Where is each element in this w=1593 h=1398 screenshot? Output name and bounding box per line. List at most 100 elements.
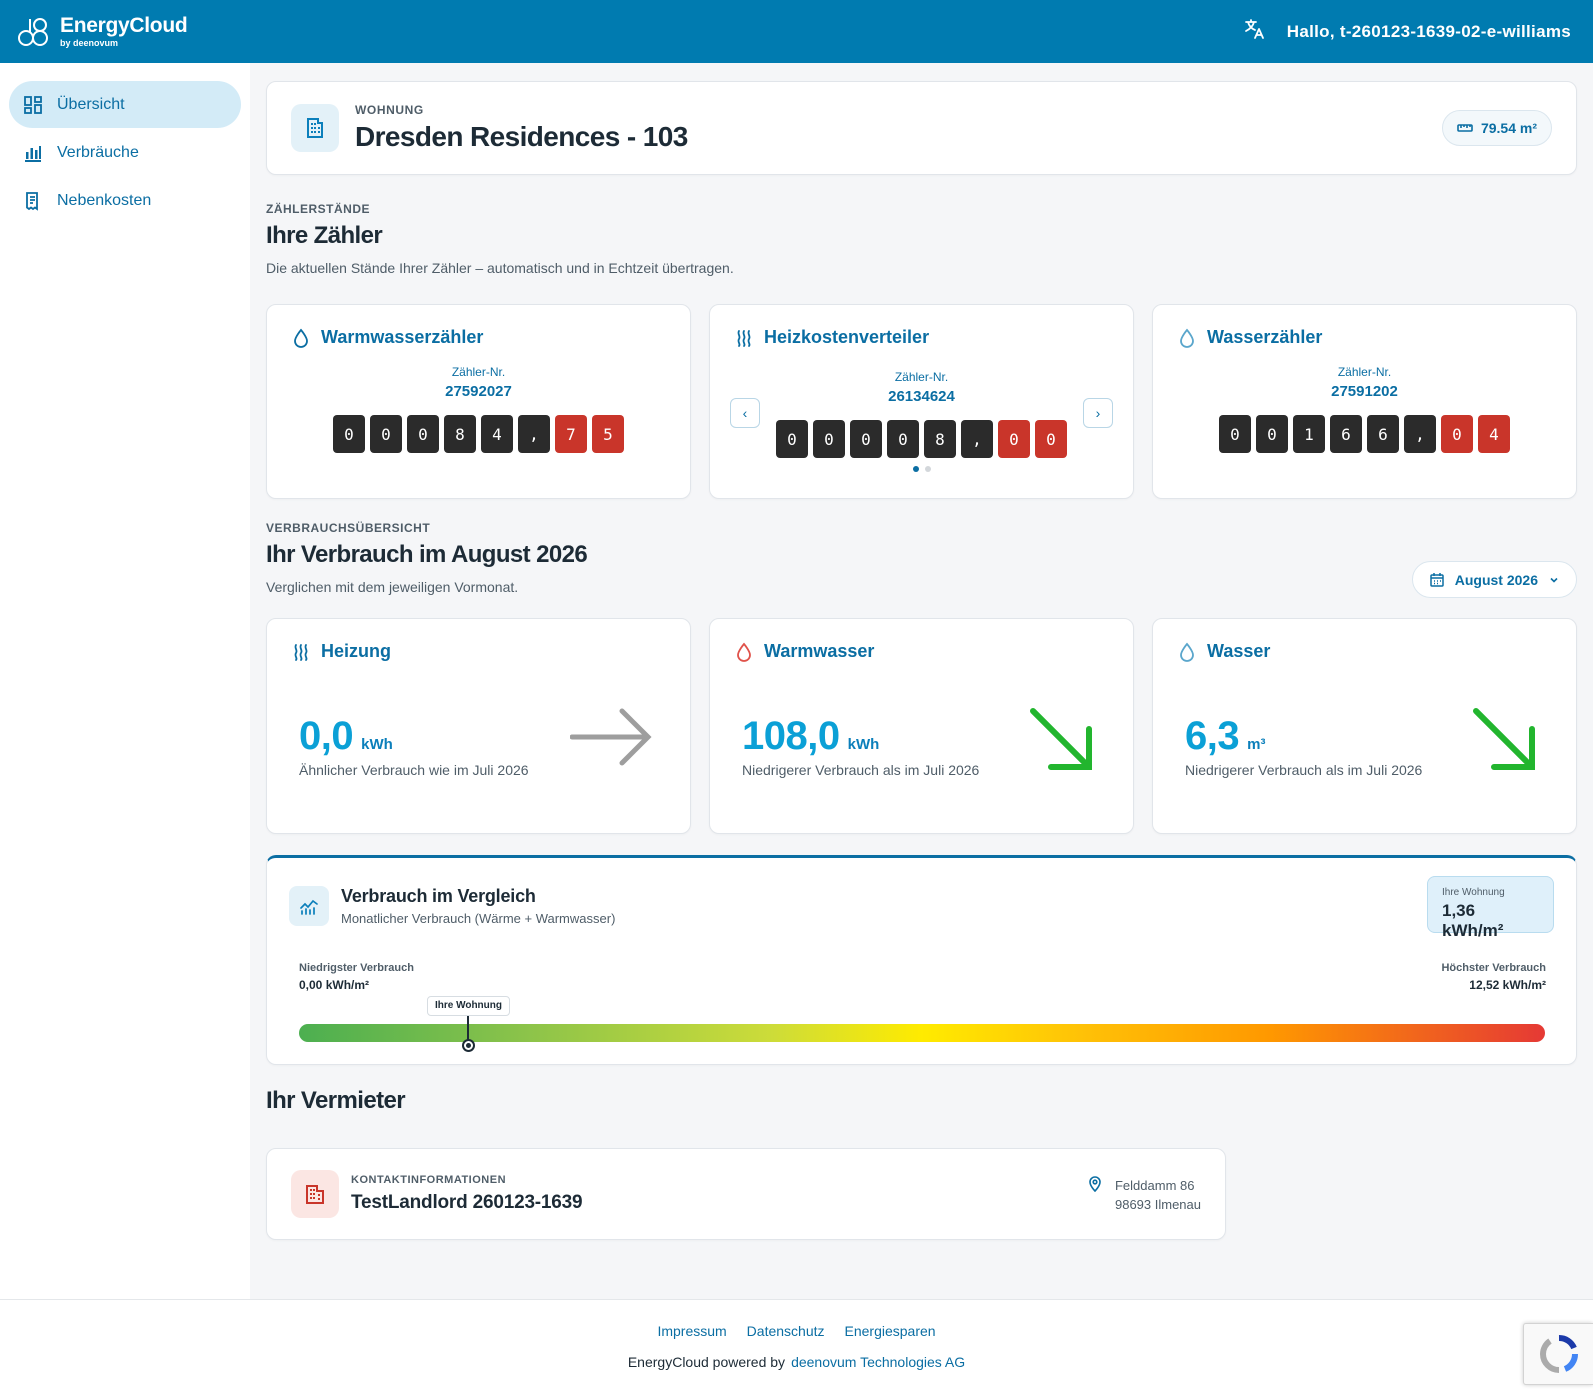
landlord-section-title: Ihr Vermieter <box>266 1087 406 1114</box>
meter-digit: 4 <box>481 415 513 453</box>
trend-chart-icon <box>289 886 329 926</box>
area-badge: 79.54 m² <box>1441 110 1552 146</box>
month-select-value: August 2026 <box>1454 571 1538 588</box>
meter-digit: 7 <box>555 415 587 453</box>
meter-number: 27592027 <box>445 383 512 400</box>
sidebar-item-uebersicht[interactable]: Übersicht <box>9 81 241 128</box>
receipt-icon <box>26 191 38 211</box>
meter-digit: , <box>1404 415 1436 453</box>
consumption-title: Warmwasser <box>764 641 875 661</box>
meter-digit: , <box>518 415 550 453</box>
top-bar: EnergyCloud by deenovum Hallo, t-260123-… <box>0 0 1593 63</box>
meter-digit: 0 <box>776 420 808 458</box>
meter-digit: 5 <box>592 415 624 453</box>
brand-name: EnergyCloud <box>60 13 188 37</box>
arrow-right-icon <box>570 708 652 766</box>
sidebar-item-nebenkosten[interactable]: Nebenkosten <box>9 177 241 224</box>
meter-title: Wasserzähler <box>1207 327 1323 347</box>
footer-powered-by: EnergyCloud powered by <box>627 1354 786 1370</box>
landlord-name: TestLandlord 260123-1639 <box>351 1192 583 1213</box>
consumption-title: Heizung <box>321 641 391 661</box>
arrow-down-right-icon <box>1473 708 1535 770</box>
footer-link-energiesparen[interactable]: Energiesparen <box>844 1323 936 1339</box>
meter-digit: 8 <box>444 415 476 453</box>
badge-value: 1,36 kWh/m² <box>1442 901 1504 940</box>
meter-card-heizkosten: Heizkostenverteiler Zähler-Nr. 26134624 … <box>709 304 1134 499</box>
meter-digit: 0 <box>850 420 882 458</box>
comparison-subtitle: Monatlicher Verbrauch (Wärme + Warmwasse… <box>341 911 616 926</box>
footer-link-datenschutz[interactable]: Datenschutz <box>746 1323 825 1339</box>
translate-icon[interactable] <box>1243 17 1267 46</box>
consumption-card-heizung: Heizung 0,0 kWh Ähnlicher Verbrauch wie … <box>266 618 691 834</box>
consumption-note: Niedrigerer Verbrauch als im Juli 2026 <box>742 762 980 778</box>
meter-digit: , <box>961 420 993 458</box>
consumption-value: 0,0 <box>299 714 354 758</box>
recaptcha-badge[interactable] <box>1523 1323 1593 1385</box>
user-greeting[interactable]: Hallo, t-260123-1639-02-e-williams <box>1286 21 1571 41</box>
footer-link-impressum[interactable]: Impressum <box>657 1323 727 1339</box>
meter-digit: 0 <box>333 415 365 453</box>
meters-title: Ihre Zähler <box>266 222 383 249</box>
meter-digit: 0 <box>1256 415 1288 453</box>
calendar-icon <box>1430 572 1444 587</box>
meter-digit: 0 <box>370 415 402 453</box>
next-meter-button[interactable]: › <box>1083 398 1113 428</box>
meter-digit: 8 <box>924 420 956 458</box>
marker-label: Ihre Wohnung <box>426 996 510 1016</box>
sidebar-item-label: Übersicht <box>57 95 125 113</box>
meter-digit: 0 <box>1441 415 1473 453</box>
landlord-eyebrow: KONTAKTINFORMATIONEN <box>351 1174 507 1186</box>
meter-number-label: Zähler-Nr. <box>451 365 506 379</box>
comparison-card: Verbrauch im Vergleich Monatlicher Verbr… <box>266 855 1577 1065</box>
water-drop-icon <box>1180 328 1194 348</box>
chevron-down-icon <box>1550 577 1558 583</box>
recaptcha-icon <box>1539 1334 1578 1373</box>
marker-dot <box>461 1039 475 1052</box>
meter-title: Warmwasserzähler <box>321 327 484 347</box>
meter-digit: 0 <box>887 420 919 458</box>
building-icon <box>291 1170 339 1218</box>
meters-eyebrow: ZÄHLERSTÄNDE <box>266 202 370 216</box>
chevron-right-icon: › <box>1095 405 1101 421</box>
marker-line <box>467 1016 470 1040</box>
consumption-card-warmwasser: Warmwasser 108,0 kWh Niedrigerer Verbrau… <box>709 618 1134 834</box>
brand-logo[interactable]: EnergyCloud by deenovum <box>16 13 188 50</box>
sidebar-item-label: Nebenkosten <box>57 191 152 209</box>
building-icon <box>291 104 339 152</box>
meter-title: Heizkostenverteiler <box>764 327 930 347</box>
meter-digit: 6 <box>1330 415 1362 453</box>
meter-digit: 0 <box>407 415 439 453</box>
footer: Impressum Datenschutz Energiesparen Ener… <box>0 1299 1593 1398</box>
month-select[interactable]: August 2026 <box>1411 561 1577 598</box>
brand-by: by deenovum <box>60 37 119 48</box>
carousel-dots <box>710 466 1133 472</box>
consumption-value: 108,0 <box>742 714 840 758</box>
max-consumption-label: Höchster Verbrauch <box>1441 962 1546 974</box>
heat-waves-icon <box>737 329 751 347</box>
carousel-dot[interactable] <box>912 466 919 472</box>
ruler-icon <box>1457 124 1473 132</box>
meter-number: 26134624 <box>888 388 955 405</box>
sidebar-item-verbraeuche[interactable]: Verbräuche <box>9 129 241 176</box>
apartment-title: Dresden Residences - 103 <box>355 121 688 152</box>
consumption-eyebrow: VERBRAUCHSÜBERSICHT <box>266 521 431 535</box>
meter-digit: 6 <box>1367 415 1399 453</box>
chevron-left-icon: ‹ <box>742 405 748 421</box>
previous-meter-button[interactable]: ‹ <box>730 398 760 428</box>
meter-digit: 0 <box>998 420 1030 458</box>
meter-digit: 4 <box>1478 415 1510 453</box>
water-drop-icon <box>737 642 751 662</box>
arrow-down-right-icon <box>1030 708 1092 770</box>
consumption-title: Wasser <box>1207 641 1271 661</box>
footer-company-link[interactable]: deenovum Technologies AG <box>791 1354 966 1370</box>
apartment-eyebrow: WOHNUNG <box>355 103 424 117</box>
water-drop-icon <box>294 328 308 348</box>
carousel-dot[interactable] <box>924 466 931 472</box>
meters-subtitle: Die aktuellen Stände Ihrer Zähler – auto… <box>266 260 734 276</box>
comparison-title: Verbrauch im Vergleich <box>341 886 536 906</box>
landlord-city: 98693 Ilmenau <box>1114 1197 1201 1212</box>
heat-waves-icon <box>294 643 308 661</box>
